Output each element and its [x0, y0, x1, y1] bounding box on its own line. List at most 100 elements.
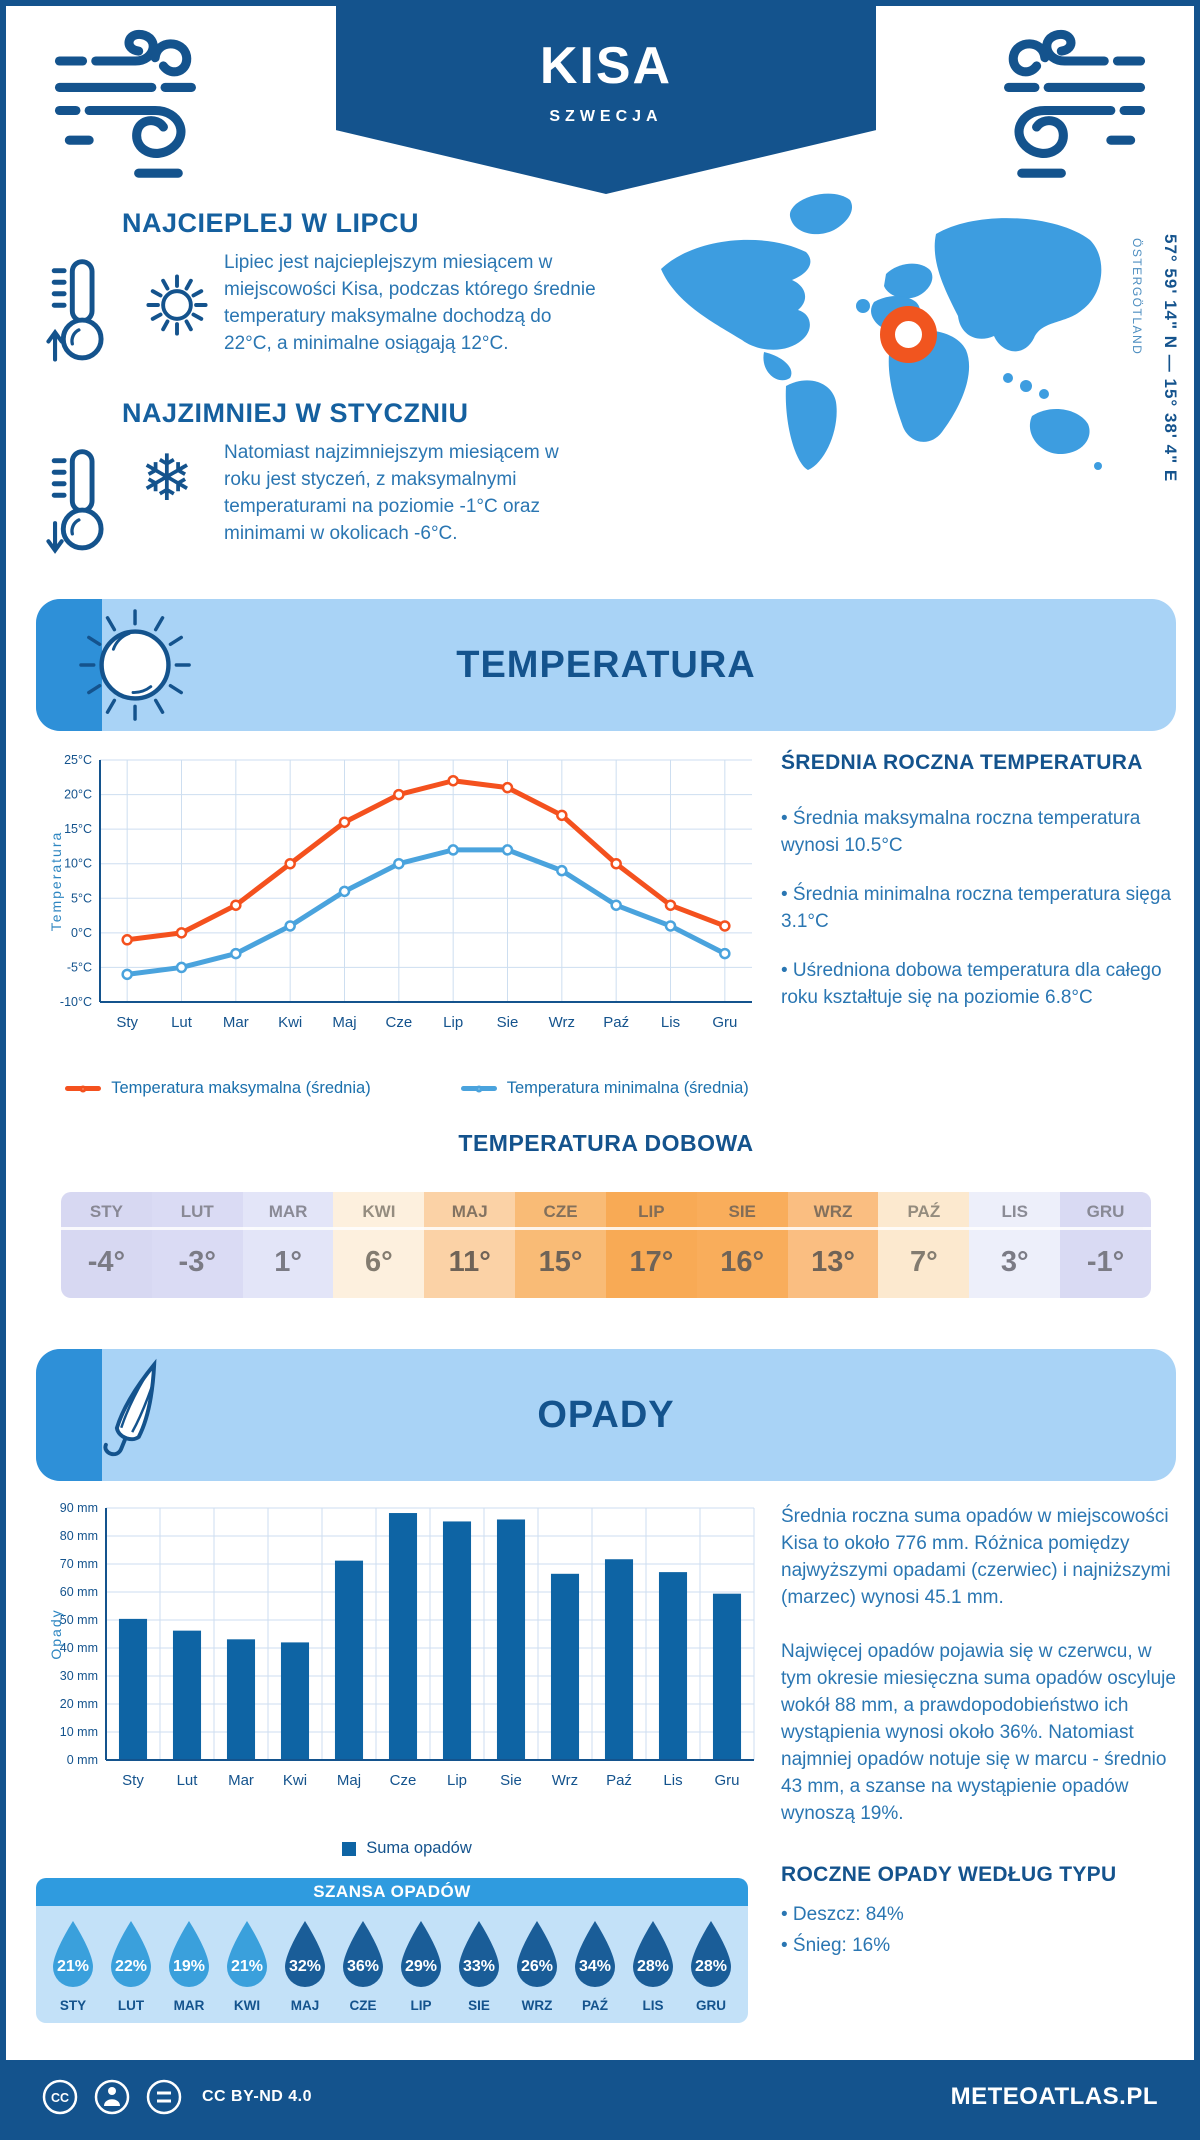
- britain: [856, 299, 870, 313]
- chance-droplets-row: 21% STY 22% LUT 19% MAR 21% KWI 32% MAJ 36% CZE 29% L…: [36, 1906, 748, 2023]
- svg-text:70 mm: 70 mm: [60, 1557, 98, 1571]
- wind-icon: [1004, 29, 1146, 178]
- month-label: LIP: [410, 1998, 432, 2013]
- greenland: [789, 193, 853, 235]
- month-label: WRZ: [787, 1192, 879, 1230]
- svg-text:90 mm: 90 mm: [60, 1501, 98, 1515]
- daily-temp-column: LUT -3°: [151, 1192, 243, 1298]
- svg-text:0°C: 0°C: [71, 926, 92, 940]
- annual-bullet: • Uśredniona dobowa temperatura dla całe…: [781, 960, 1162, 1008]
- new-zealand: [1094, 462, 1102, 470]
- chance-percent: 26%: [520, 1958, 554, 1975]
- svg-text:Maj: Maj: [332, 1014, 356, 1031]
- chance-droplet-item: 21% STY: [47, 1918, 99, 2013]
- temperature-banner: TEMPERATURA: [36, 599, 1176, 731]
- svg-text:Lut: Lut: [171, 1014, 193, 1031]
- month-label: KWI: [333, 1192, 425, 1230]
- coordinates-label: 57° 59' 14" N — 15° 38' 4" E: [1161, 234, 1180, 483]
- temperature-line-chart: -10°C -5°C 0°C 5°C 10°C 15°C 20°C 25°C Sty Lut Mar…: [48, 753, 752, 1031]
- temperature-banner-title: TEMPERATURA: [456, 644, 756, 686]
- temperature-chart-legend: Temperatura maksymalna (średnia) Temperat…: [48, 1079, 766, 1098]
- legend-swatch: [342, 1841, 357, 1856]
- month-label: MAJ: [424, 1192, 516, 1230]
- month-label: LIS: [969, 1192, 1061, 1230]
- annual-temperature-heading: ŚREDNIA ROCZNA TEMPERATURA: [781, 751, 1143, 774]
- annual-bullet: • Średnia maksymalna roczna temperatura …: [781, 808, 1141, 856]
- droplet-icon: [285, 1921, 325, 1987]
- precipitation-paragraph: Najwięcej opadów pojawia się w czerwcu, …: [781, 1641, 1176, 1824]
- droplet-icon: [401, 1921, 441, 1987]
- droplet-icon: [633, 1921, 673, 1987]
- cc-nd-icon: [146, 2079, 182, 2115]
- svg-text:Sty: Sty: [116, 1014, 138, 1031]
- chance-droplet-item: 28% LIS: [627, 1918, 679, 2013]
- svg-text:Lis: Lis: [663, 1772, 682, 1789]
- svg-text:Paź: Paź: [603, 1014, 629, 1031]
- precipitation-paragraph: Średnia roczna suma opadów w miejscowośc…: [781, 1506, 1171, 1608]
- daily-temp-value: 1°: [274, 1246, 302, 1278]
- month-label: PAŹ: [878, 1192, 970, 1230]
- svg-text:0 mm: 0 mm: [67, 1753, 98, 1767]
- cc-icon: CC: [42, 2079, 78, 2115]
- precipitation-bar-chart: 0 mm 10 mm 20 mm 30 mm 40 mm 50 mm 60 mm 70 mm 8…: [48, 1501, 755, 1789]
- chance-droplet-item: 29% LIP: [395, 1918, 447, 2013]
- svg-text:20 mm: 20 mm: [60, 1697, 98, 1711]
- daily-temp-value: -3°: [178, 1246, 216, 1278]
- legend-item: Temperatura maksymalna (średnia): [65, 1079, 371, 1098]
- chance-of-precipitation-panel: SZANSA OPADÓW 21% STY 22% LUT 19% MAR 21% KWI 32…: [36, 1878, 748, 2023]
- month-label: GRU: [696, 1998, 726, 2013]
- svg-text:Lip: Lip: [443, 1014, 463, 1031]
- chance-heading: SZANSA OPADÓW: [36, 1878, 748, 1906]
- brand-label: METEOATLAS.PL: [950, 2083, 1158, 2110]
- daily-temperature-table: STY -4° LUT -3° MAR 1° KWI 6° MAJ 11° CZE 15° LIP 17°…: [61, 1192, 1151, 1298]
- chance-droplet-item: 36% CZE: [337, 1918, 389, 2013]
- month-label: WRZ: [521, 1998, 553, 2013]
- chance-percent: 28%: [636, 1958, 670, 1975]
- month-label: PAŹ: [582, 1998, 608, 2013]
- chance-percent: 32%: [288, 1958, 322, 1975]
- month-label: CZE: [515, 1192, 606, 1230]
- precipitation-chart: 0 mm 10 mm 20 mm 30 mm 40 mm 50 mm 60 mm 70 mm 8…: [48, 1496, 766, 1858]
- chance-percent: 21%: [56, 1958, 90, 1975]
- daily-temp-value: -4°: [87, 1246, 126, 1278]
- month-label: STY: [61, 1192, 152, 1230]
- chance-droplet-item: 34% PAŹ: [569, 1918, 621, 2013]
- droplet-icon: [169, 1921, 209, 1987]
- svg-text:Gru: Gru: [712, 1014, 737, 1031]
- chance-percent: 34%: [578, 1958, 612, 1975]
- cc-icons: CC: [40, 2077, 184, 2117]
- daily-temp-column: LIS 3°: [969, 1192, 1061, 1298]
- svg-text:Kwi: Kwi: [278, 1014, 302, 1031]
- svg-text:Gru: Gru: [714, 1772, 739, 1789]
- droplet-icon: [343, 1921, 383, 1987]
- month-label: CZE: [349, 1998, 377, 2013]
- svg-text:Lis: Lis: [661, 1014, 680, 1031]
- snowflake-icon: ❄: [140, 442, 194, 514]
- precip-type-bullet: • Śnieg: 16%: [781, 1935, 891, 1956]
- svg-text:-10°C: -10°C: [60, 995, 92, 1009]
- north-america: [661, 239, 811, 350]
- scandinavia: [884, 263, 933, 299]
- license-label: CC BY-ND 4.0: [202, 2088, 313, 2105]
- precipitation-banner-title: OPADY: [537, 1394, 675, 1436]
- daily-temp-value: 6°: [365, 1246, 393, 1278]
- droplet-icon: [575, 1921, 615, 1987]
- chance-droplet-item: 26% WRZ: [511, 1918, 563, 2013]
- chance-percent: 28%: [694, 1958, 728, 1975]
- coldest-month-section: ❄ NAJZIMNIEJ W STYCZNIU Natomiast najzim…: [46, 398, 636, 554]
- month-label: KWI: [233, 1998, 261, 2013]
- precipitation-chart-legend: Suma opadów: [48, 1839, 766, 1858]
- svg-text:30 mm: 30 mm: [60, 1669, 98, 1683]
- daily-temp-column: PAŹ 7°: [878, 1192, 970, 1298]
- precipitation-banner: OPADY: [36, 1349, 1176, 1481]
- daily-temp-value: 16°: [720, 1246, 765, 1278]
- svg-text:60 mm: 60 mm: [60, 1585, 98, 1599]
- svg-text:Sie: Sie: [500, 1772, 522, 1789]
- daily-temp-column: MAR 1°: [242, 1192, 334, 1298]
- asia: [934, 218, 1102, 352]
- svg-text:Lip: Lip: [447, 1772, 467, 1789]
- month-label: GRU: [1060, 1192, 1151, 1230]
- daily-temp-value: 11°: [448, 1246, 491, 1278]
- svg-text:15°C: 15°C: [64, 822, 92, 836]
- sun-banner-icon: [79, 609, 191, 721]
